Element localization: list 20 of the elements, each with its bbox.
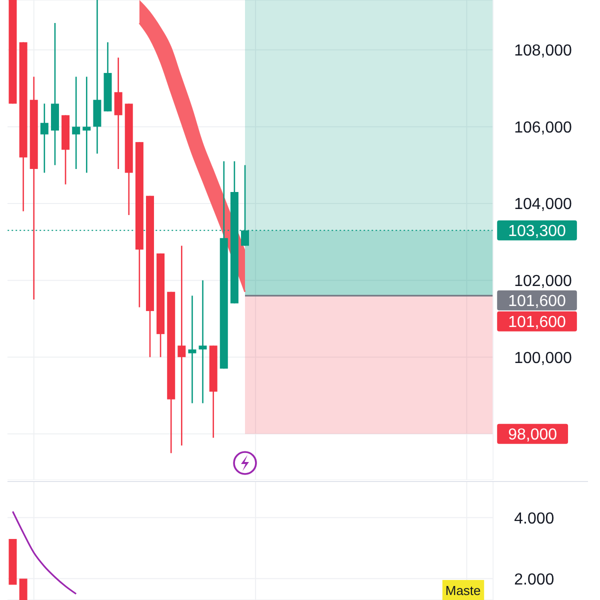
y-tick-label: 108,000 bbox=[514, 42, 572, 60]
y-tick-label: 106,000 bbox=[514, 119, 572, 136]
y-tick-label: 100,000 bbox=[514, 350, 572, 367]
y-tick-label: 102,000 bbox=[514, 273, 572, 290]
y-tick-label: 4.000 bbox=[514, 510, 554, 528]
ref-line-label: 101,600 bbox=[508, 292, 566, 310]
y-tick-label: 104,000 bbox=[514, 196, 572, 214]
y-tick-label: 2.000 bbox=[514, 571, 554, 588]
ref-line-label: 103,300 bbox=[508, 222, 566, 240]
line-series bbox=[12, 510, 77, 595]
candlestick bbox=[40, 103, 48, 174]
candlestick bbox=[198, 280, 207, 404]
text: 101,600 bbox=[508, 314, 566, 331]
candlestick bbox=[178, 245, 186, 446]
band-label: 98,000 bbox=[508, 426, 558, 444]
candlestick bbox=[114, 56, 122, 170]
candlestick bbox=[188, 295, 196, 404]
annotation: Maste bbox=[445, 583, 481, 598]
candlestick bbox=[72, 76, 80, 170]
candlestick bbox=[82, 76, 91, 174]
